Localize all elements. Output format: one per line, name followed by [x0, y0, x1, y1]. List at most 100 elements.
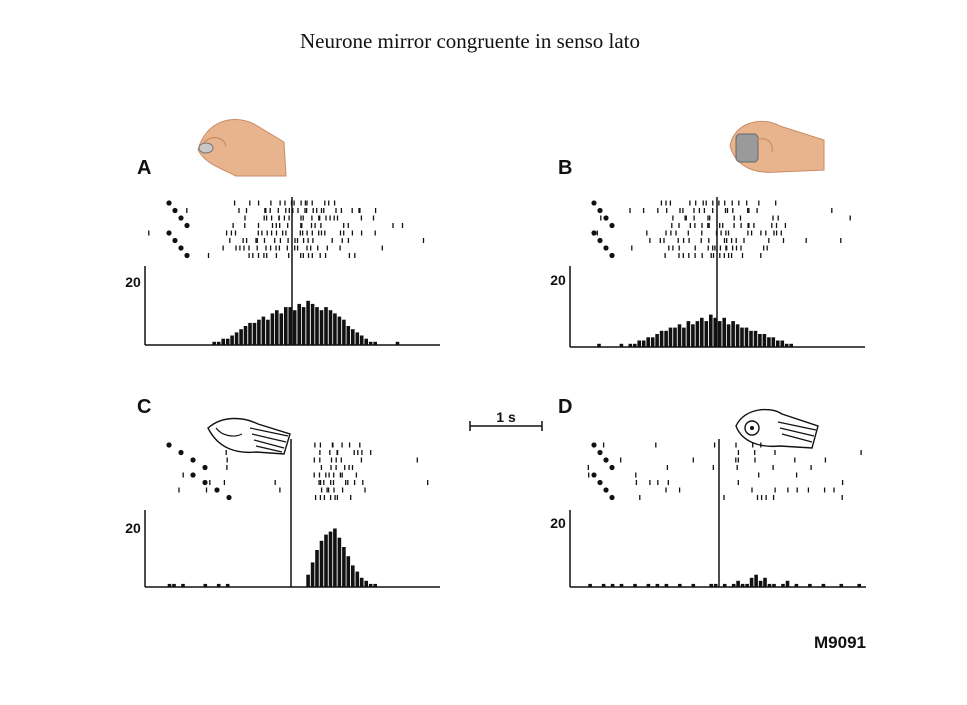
histogram-bar — [731, 583, 736, 587]
histogram-bar — [704, 321, 709, 347]
histogram-bar — [225, 583, 230, 587]
trial-onset-marker — [202, 479, 208, 486]
trial-onset-marker — [603, 487, 609, 493]
histogram-bar — [319, 310, 324, 345]
y-tick-label: 20 — [550, 515, 566, 531]
histogram-bar — [789, 343, 793, 347]
histogram-bar — [306, 300, 310, 345]
histogram-bar — [839, 583, 844, 587]
trial-onset-marker — [609, 494, 615, 501]
panel-label-C: C — [137, 396, 151, 418]
hand-precision-grip-icon — [197, 119, 287, 177]
figure-title: Neurone mirror congruente in senso lato — [300, 29, 640, 53]
trial-onset-marker — [591, 472, 597, 478]
histogram-bar — [646, 337, 650, 347]
histogram-bar — [717, 321, 722, 347]
histogram-bar — [745, 583, 749, 587]
histogram-bar — [364, 580, 368, 587]
histogram-bar — [857, 583, 861, 587]
histogram-bar — [784, 343, 789, 347]
y-tick-label: 20 — [125, 520, 141, 536]
histogram-bar — [297, 303, 301, 345]
trial-onset-marker — [214, 487, 220, 493]
trial-onset-marker — [591, 442, 597, 448]
histogram-bar — [709, 583, 713, 587]
trial-onset-marker — [603, 215, 609, 221]
histogram-bar — [333, 313, 337, 345]
histogram-bar — [735, 324, 740, 347]
histogram-bar — [337, 316, 342, 345]
histogram-bar — [328, 531, 333, 587]
histogram-bar — [597, 343, 601, 347]
histogram-bar — [324, 534, 328, 587]
histogram-bar — [686, 321, 691, 347]
trial-onset-marker — [226, 494, 232, 501]
histogram-bar — [695, 321, 700, 347]
histogram-bar — [266, 319, 270, 345]
histogram-bar — [355, 332, 360, 345]
y-tick-label: 20 — [550, 272, 566, 288]
histogram-bar — [234, 332, 239, 345]
panel-B: B 20 — [550, 157, 865, 348]
histogram-bar — [230, 335, 234, 345]
histogram-bar — [713, 317, 717, 347]
histogram-bar — [668, 327, 673, 347]
histogram-bar — [758, 580, 763, 587]
histogram-bar — [284, 307, 288, 345]
histogram-bar — [754, 574, 758, 587]
histogram-bar — [655, 334, 659, 347]
histogram-bar — [279, 313, 284, 345]
histogram-bar — [395, 341, 400, 345]
trial-onset-marker — [172, 237, 178, 244]
histogram-bar — [364, 338, 368, 345]
histogram-bar — [740, 327, 744, 347]
histogram-bar — [203, 583, 208, 587]
histogram-bar — [722, 317, 726, 347]
histogram-bar — [633, 583, 637, 587]
observed-hand-grasp-icon — [207, 417, 291, 455]
histogram-bar — [315, 550, 319, 587]
panel-label-B: B — [558, 157, 572, 179]
trial-onset-marker — [166, 200, 172, 206]
trial-onset-marker — [597, 449, 603, 456]
scale-bar: 1 s — [469, 409, 543, 431]
histogram-bar — [673, 327, 677, 347]
histogram-bar — [655, 583, 660, 587]
histogram-bar — [328, 310, 333, 345]
histogram-bar — [167, 583, 172, 587]
histogram-bar — [310, 562, 315, 587]
trial-onset-marker — [166, 442, 172, 448]
trial-onset-marker — [178, 449, 184, 456]
hand-whole-grip-icon — [729, 120, 825, 173]
histogram-bar — [633, 343, 637, 347]
histogram-bar — [239, 329, 243, 345]
trial-onset-marker — [603, 245, 609, 251]
histogram-bar — [333, 528, 337, 587]
panel-C: C 20 — [125, 396, 440, 588]
trial-onset-marker — [591, 230, 597, 236]
histogram-bar — [619, 343, 624, 347]
trial-onset-marker — [178, 245, 184, 251]
panel-label-D: D — [558, 396, 572, 418]
histogram-bar — [785, 580, 790, 587]
histogram-bar — [709, 314, 713, 347]
histogram-bar — [646, 583, 651, 587]
histogram-bar — [780, 340, 785, 347]
histogram-bar — [619, 583, 624, 587]
trial-onset-marker — [166, 230, 172, 236]
histogram-bar — [351, 565, 355, 587]
histogram-bar — [172, 583, 176, 587]
histogram-bar — [301, 307, 306, 345]
histogram-bar — [292, 310, 297, 345]
histogram-bar — [315, 307, 319, 345]
trial-onset-marker — [609, 252, 615, 259]
histogram-bar — [740, 583, 745, 587]
histogram-bar — [758, 334, 762, 347]
trial-onset-marker — [597, 479, 603, 486]
histogram-bar — [261, 316, 266, 345]
histogram-bar — [677, 324, 682, 347]
histogram-bar — [808, 583, 812, 587]
histogram-bar — [659, 330, 664, 347]
histogram-bar — [700, 317, 704, 347]
